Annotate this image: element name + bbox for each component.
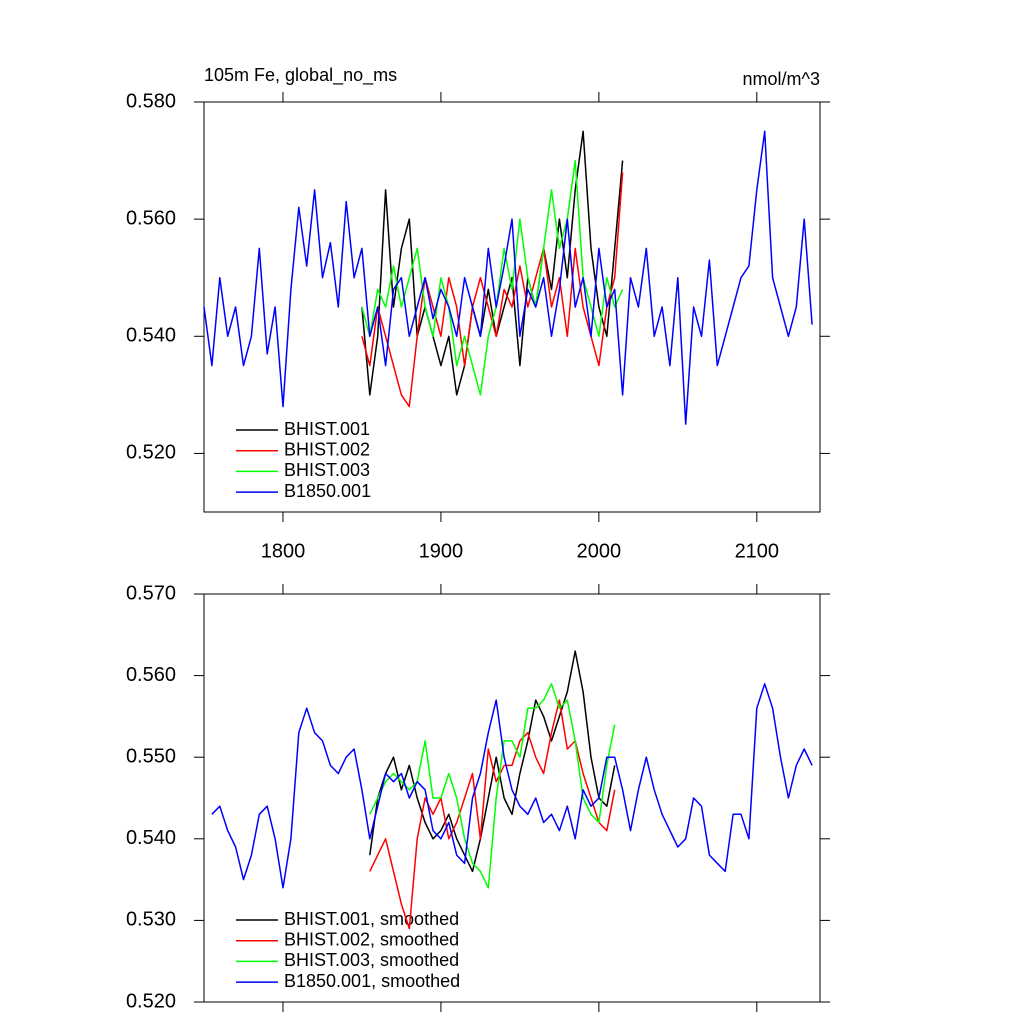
y-tick-label: 0.580 bbox=[126, 90, 176, 112]
y-tick-label: 0.530 bbox=[126, 909, 176, 931]
y-tick-label: 0.540 bbox=[126, 827, 176, 849]
legend-label: BHIST.002 bbox=[284, 439, 370, 459]
line-series bbox=[361, 172, 624, 408]
y-tick-label: 0.570 bbox=[126, 582, 176, 604]
y-tick-label: 0.520 bbox=[126, 990, 176, 1012]
legend-label: BHIST.001, smoothed bbox=[284, 909, 459, 929]
line-series bbox=[211, 683, 813, 889]
plot-frame bbox=[203, 593, 821, 1003]
units-label: nmol/m^3 bbox=[743, 69, 820, 89]
line-series bbox=[369, 683, 616, 889]
y-tick-label: 0.560 bbox=[126, 207, 176, 229]
legend-label: B1850.001 bbox=[284, 481, 371, 501]
line-series bbox=[369, 699, 616, 930]
x-tick-label: 2100 bbox=[735, 540, 780, 562]
legend-label: B1850.001, smoothed bbox=[284, 971, 460, 991]
line-series bbox=[361, 130, 624, 396]
chart-title: 105m Fe, global_no_ms bbox=[204, 65, 397, 86]
legend-label: BHIST.001 bbox=[284, 419, 370, 439]
legend-label: BHIST.003, smoothed bbox=[284, 950, 459, 970]
x-tick-label: 1800 bbox=[261, 540, 306, 562]
y-tick-label: 0.550 bbox=[126, 745, 176, 767]
y-tick-label: 0.520 bbox=[126, 442, 176, 464]
line-series bbox=[203, 130, 813, 425]
x-tick-label: 1900 bbox=[419, 540, 464, 562]
y-tick-label: 0.540 bbox=[126, 325, 176, 347]
legend-label: BHIST.002, smoothed bbox=[284, 929, 459, 949]
x-tick-label: 2000 bbox=[577, 540, 622, 562]
legend-label: BHIST.003 bbox=[284, 460, 370, 480]
line-series bbox=[361, 159, 624, 396]
y-tick-label: 0.560 bbox=[126, 664, 176, 686]
line-series bbox=[369, 650, 616, 873]
